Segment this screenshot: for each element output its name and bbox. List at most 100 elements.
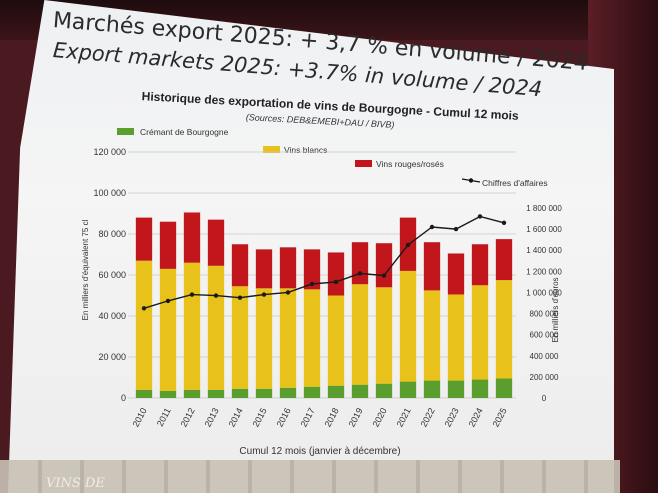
x-tick-label: 2020 [371, 406, 389, 428]
legend-swatch-blancs [263, 146, 280, 153]
bar-segment [183, 212, 201, 263]
x-tick-label: 2014 [227, 406, 245, 428]
bar-segment [255, 288, 273, 389]
bar-segment [183, 262, 201, 390]
bar-segment [303, 386, 321, 398]
projection-screen [8, 0, 614, 493]
bar-segment [375, 383, 393, 398]
y2-tick-label: 600 000 [530, 331, 559, 340]
x-tick-label: 2015 [251, 406, 269, 428]
ca-point [429, 224, 435, 230]
bar-segment [279, 247, 297, 289]
y2-tick-label: 400 000 [530, 352, 559, 361]
x-tick-label: 2022 [419, 406, 437, 428]
y2-tick-label: 1 400 000 [526, 246, 562, 255]
bar-segment [447, 380, 465, 398]
bar-segment [303, 249, 321, 290]
bar-segment [495, 239, 513, 281]
ca-point [453, 226, 459, 232]
y2-axis-ticks: 0 200 000 400 000 600 000 800 000 1 000 000 1 … [526, 204, 562, 403]
x-tick-label: 2021 [395, 406, 413, 428]
x-tick-label: 2023 [443, 406, 461, 428]
x-tick-label: 2025 [491, 406, 509, 428]
ca-point [501, 220, 507, 225]
y-tick-label: 80 000 [98, 229, 126, 239]
bar-segment [447, 253, 465, 295]
y2-axis-label: En milliers d'euros [551, 277, 560, 342]
ca-point [405, 242, 411, 248]
bar-segment [135, 389, 153, 398]
bar-segment [375, 287, 393, 384]
x-tick-label: 2012 [179, 406, 197, 428]
y-tick-label: 0 [121, 393, 126, 403]
x-tick-label: 2013 [203, 406, 221, 428]
bar-segment [231, 388, 249, 398]
ca-point [213, 293, 219, 298]
bar-segment [135, 260, 153, 390]
ca-point [189, 292, 195, 297]
legend-marker-ca [468, 178, 474, 183]
bar-segment [423, 290, 441, 381]
chart-bars [135, 212, 513, 398]
y2-tick-label: 0 [542, 394, 547, 403]
bar-segment [207, 219, 225, 266]
ca-point [261, 292, 267, 297]
bar-segment [351, 242, 369, 285]
ca-point [141, 306, 147, 311]
bar-segment [255, 249, 273, 289]
bar-segment [183, 389, 201, 398]
legend-label-rouges: Vins rouges/rosés [376, 159, 444, 169]
bar-segment [207, 265, 225, 390]
ca-line-series [141, 214, 507, 311]
bar-segment [207, 389, 225, 398]
x-tick-label: 2010 [131, 406, 149, 428]
legend-label-blancs: Vins blancs [284, 145, 327, 155]
y2-tick-label: 1 800 000 [526, 204, 562, 213]
y-tick-label: 100 000 [93, 188, 126, 198]
x-tick-label: 2018 [323, 406, 341, 428]
legend-swatch-rouges [355, 160, 372, 167]
ca-point [237, 295, 243, 300]
bar-segment [303, 289, 321, 387]
y-axis-label: En milliers d'équivalent 75 cl [81, 219, 90, 320]
bar-segment [159, 221, 177, 269]
bar-segment [231, 244, 249, 287]
x-tick-label: 2024 [467, 406, 485, 428]
chart-legend: Crémant de Bourgogne Vins blancs Vins ro… [117, 127, 548, 188]
bar-segment [399, 381, 417, 398]
stage-footer [0, 460, 620, 493]
y2-tick-label: 1 000 000 [526, 288, 562, 297]
bar-segment [327, 385, 345, 398]
bar-segment [423, 380, 441, 398]
ca-point [165, 298, 171, 304]
legend-label-ca: Chiffres d'affaires [482, 178, 548, 188]
bar-segment [495, 378, 513, 398]
y2-tick-label: 200 000 [530, 373, 559, 382]
bar-segment [351, 384, 369, 398]
bar-segment [279, 387, 297, 398]
bar-segment [327, 252, 345, 296]
x-tick-label: 2016 [275, 406, 293, 428]
y2-tick-label: 800 000 [530, 310, 559, 319]
y-tick-label: 40 000 [98, 311, 126, 321]
bar-segment [471, 285, 489, 380]
bar-segment [279, 288, 297, 388]
ca-line [143, 215, 505, 309]
bar-segment [351, 284, 369, 385]
ca-point [357, 271, 363, 276]
bar-segment [375, 243, 393, 288]
ca-point [309, 281, 315, 287]
y-tick-label: 20 000 [98, 352, 126, 362]
bar-segment [135, 217, 153, 261]
bar-segment [159, 268, 177, 391]
ca-point [381, 273, 387, 278]
ca-point [477, 214, 483, 219]
bar-segment [255, 388, 273, 398]
ca-point [333, 279, 339, 285]
y2-tick-label: 1 200 000 [526, 267, 562, 276]
x-tick-label: 2019 [347, 406, 365, 428]
x-tick-label: 2011 [155, 406, 173, 428]
y-tick-label: 60 000 [98, 270, 126, 280]
y-tick-label: 120 000 [93, 147, 126, 157]
